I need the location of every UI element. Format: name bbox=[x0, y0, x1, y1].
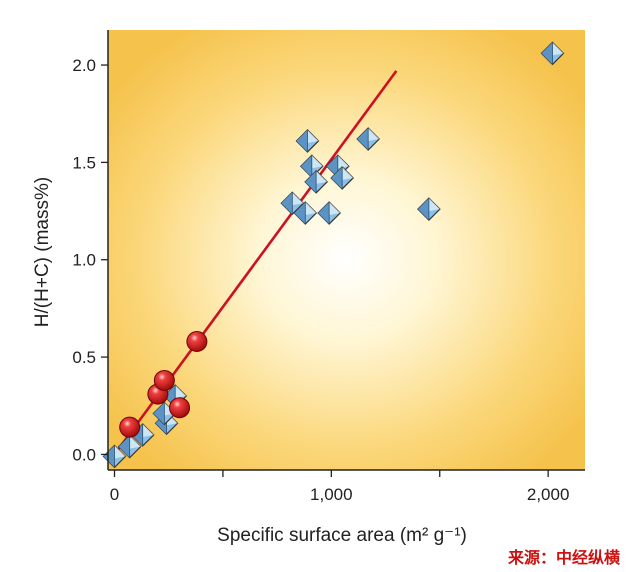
diamond-point bbox=[102, 444, 127, 469]
sphere-point bbox=[119, 416, 141, 438]
diamond-point bbox=[295, 129, 320, 153]
diamond-point bbox=[304, 170, 328, 194]
y-tick-label: 0.5 bbox=[72, 348, 96, 367]
x-tick-label: 1,000 bbox=[310, 485, 353, 504]
y-tick-label: 1.0 bbox=[72, 251, 96, 270]
diamond-point bbox=[330, 166, 355, 190]
y-tick-label: 0.0 bbox=[72, 445, 96, 464]
x-tick-label: 2,000 bbox=[527, 485, 570, 504]
y-tick-label: 2.0 bbox=[72, 56, 96, 75]
sphere-point bbox=[169, 397, 191, 419]
sphere-point bbox=[153, 369, 175, 391]
plot-background bbox=[108, 30, 585, 470]
sphere-point bbox=[186, 331, 208, 353]
diamond-point bbox=[417, 197, 441, 221]
diamond-point bbox=[356, 127, 381, 151]
diamond-point bbox=[317, 201, 342, 225]
diamond-point bbox=[293, 201, 318, 225]
diamond-point bbox=[117, 434, 142, 459]
diamond-point bbox=[540, 41, 565, 66]
y-axis-title: H/(H+C) (mass%) bbox=[32, 177, 53, 327]
y-tick-label: 1.5 bbox=[72, 153, 96, 172]
x-axis-title: Specific surface area (m² g⁻¹) bbox=[217, 525, 467, 546]
x-tick-label: 0 bbox=[110, 485, 119, 504]
source-label: 来源：中经纵横 bbox=[507, 548, 621, 567]
